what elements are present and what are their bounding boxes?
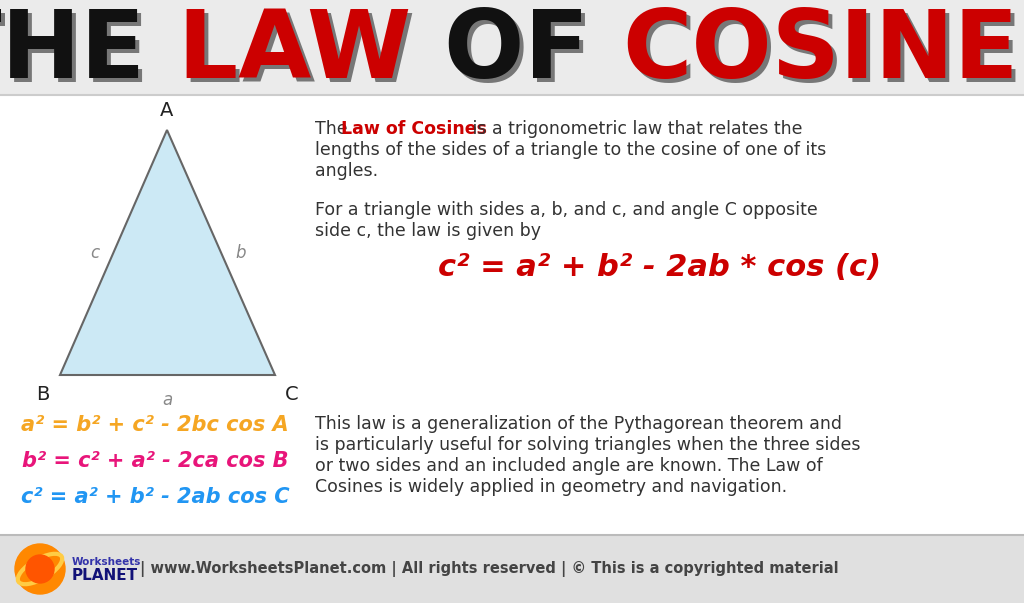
- Text: b: b: [234, 244, 246, 262]
- Text: angles.: angles.: [315, 162, 378, 180]
- Bar: [0, 95, 1024, 535]
- Text: OF: OF: [449, 10, 627, 102]
- Text: The: The: [315, 120, 353, 138]
- Bar: [0, 0, 1024, 95]
- Text: C: C: [285, 385, 299, 404]
- Text: a² = b² + c² - 2bc cos A: a² = b² + c² - 2bc cos A: [22, 415, 289, 435]
- Text: c² = a² + b² - 2ab cos C: c² = a² + b² - 2ab cos C: [20, 487, 290, 507]
- Text: THE: THE: [0, 6, 178, 98]
- Bar: [0, 535, 1024, 603]
- Text: side c, the law is given by: side c, the law is given by: [315, 222, 541, 240]
- Text: lengths of the sides of a triangle to the cosine of one of its: lengths of the sides of a triangle to th…: [315, 141, 826, 159]
- Text: b² = c² + a² - 2ca cos B: b² = c² + a² - 2ca cos B: [22, 451, 288, 471]
- Text: c² = a² + b² - 2ab * cos (c): c² = a² + b² - 2ab * cos (c): [438, 253, 882, 282]
- Text: Worksheets: Worksheets: [72, 557, 141, 567]
- Text: Law of Cosines: Law of Cosines: [341, 120, 487, 138]
- Text: COSINES: COSINES: [623, 6, 1024, 98]
- Text: THE: THE: [0, 10, 182, 102]
- Text: OF: OF: [444, 6, 623, 98]
- Text: | www.WorksheetsPlanet.com | All rights reserved | © This is a copyrighted mater: | www.WorksheetsPlanet.com | All rights …: [140, 561, 839, 577]
- Circle shape: [26, 555, 54, 583]
- Text: PLANET: PLANET: [72, 568, 138, 583]
- Text: LAW: LAW: [178, 6, 444, 98]
- Text: is particularly useful for solving triangles when the three sides: is particularly useful for solving trian…: [315, 436, 860, 454]
- Text: Cosines is widely applied in geometry and navigation.: Cosines is widely applied in geometry an…: [315, 478, 787, 496]
- Text: COSINES: COSINES: [627, 10, 1024, 102]
- Polygon shape: [60, 130, 275, 375]
- Text: This law is a generalization of the Pythagorean theorem and: This law is a generalization of the Pyth…: [315, 415, 842, 433]
- Text: a: a: [163, 391, 173, 409]
- Text: A: A: [161, 101, 174, 120]
- Circle shape: [15, 544, 65, 594]
- Text: LAW: LAW: [182, 10, 449, 102]
- Text: is a trigonometric law that relates the: is a trigonometric law that relates the: [467, 120, 803, 138]
- Text: or two sides and an included angle are known. The Law of: or two sides and an included angle are k…: [315, 457, 822, 475]
- Text: B: B: [37, 385, 50, 404]
- Text: c: c: [90, 244, 99, 262]
- Text: For a triangle with sides a, b, and c, and angle C opposite: For a triangle with sides a, b, and c, a…: [315, 201, 818, 219]
